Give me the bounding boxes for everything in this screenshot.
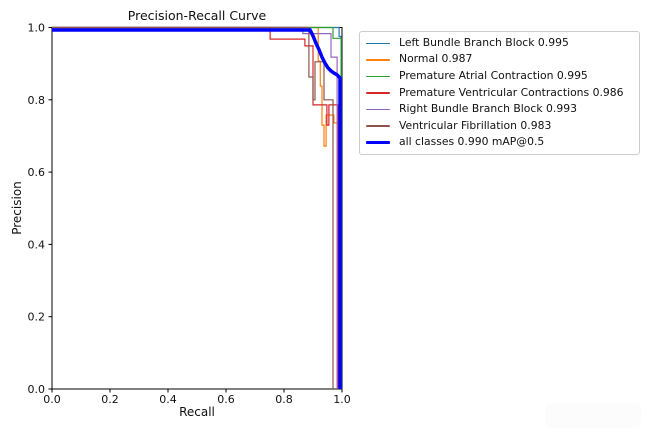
y-axis-label: Precision xyxy=(10,181,24,235)
x-tick-label: 0.6 xyxy=(217,393,235,406)
legend-label: Ventricular Fibrillation 0.983 xyxy=(399,118,552,132)
legend-line-sample xyxy=(366,140,390,145)
legend-line-sample xyxy=(366,42,390,45)
legend-label: Normal 0.987 xyxy=(399,52,473,66)
legend-item: Left Bundle Branch Block 0.995 xyxy=(366,35,633,49)
series-line-all-classes xyxy=(52,28,342,389)
legend-line-sample xyxy=(366,92,390,94)
series-line-premature-ventricular-contractions xyxy=(52,26,339,389)
x-tick-label: 0.0 xyxy=(43,393,61,406)
legend-item: Ventricular Fibrillation 0.983 xyxy=(366,118,633,132)
series-line-normal xyxy=(52,26,339,389)
plot-spines xyxy=(51,27,343,390)
legend-item: all classes 0.990 mAP@0.5 xyxy=(366,135,633,149)
x-axis-label: Recall xyxy=(179,405,215,419)
legend-line-sample xyxy=(366,108,390,111)
legend: Left Bundle Branch Block 0.995 Normal 0.9… xyxy=(359,31,640,155)
legend-label: all classes 0.990 mAP@0.5 xyxy=(399,135,545,149)
y-tick-label: 0.6 xyxy=(28,166,46,179)
x-tick-label: 1.0 xyxy=(333,393,351,406)
legend-line-sample xyxy=(366,125,390,127)
y-tick-label: 0.8 xyxy=(28,94,46,107)
series-line-premature-atrial-contraction xyxy=(52,26,342,389)
legend-item: Premature Atrial Contraction 0.995 xyxy=(366,69,633,82)
series-line-right-bundle-branch-block xyxy=(52,26,338,389)
x-tick-label: 0.2 xyxy=(101,393,119,406)
series-line-left-bundle-branch-block xyxy=(52,26,342,389)
legend-label: Left Bundle Branch Block 0.995 xyxy=(399,35,569,49)
legend-label: Right Bundle Branch Block 0.993 xyxy=(399,102,577,116)
y-tick-label: 0.4 xyxy=(28,238,46,251)
legend-item: Right Bundle Branch Block 0.993 xyxy=(366,102,633,116)
legend-label: Premature Ventricular Contractions 0.986 xyxy=(399,85,624,99)
y-tick-label: 0.0 xyxy=(28,383,46,396)
legend-item: Normal 0.987 xyxy=(366,54,633,65)
series-line-ventricular-fibrillation xyxy=(52,26,334,389)
legend-line-sample xyxy=(366,75,390,78)
x-tick-label: 0.4 xyxy=(159,393,177,406)
chart-title: Precision-Recall Curve xyxy=(127,8,267,23)
x-tick-label: 0.8 xyxy=(275,393,293,406)
corner-badge xyxy=(545,403,641,428)
y-tick-label: 1.0 xyxy=(28,22,46,35)
legend-label: Premature Atrial Contraction 0.995 xyxy=(399,69,588,82)
y-tick-label: 0.2 xyxy=(28,311,46,324)
legend-line-sample xyxy=(366,59,390,61)
legend-item: Premature Ventricular Contractions 0.986 xyxy=(366,85,633,99)
